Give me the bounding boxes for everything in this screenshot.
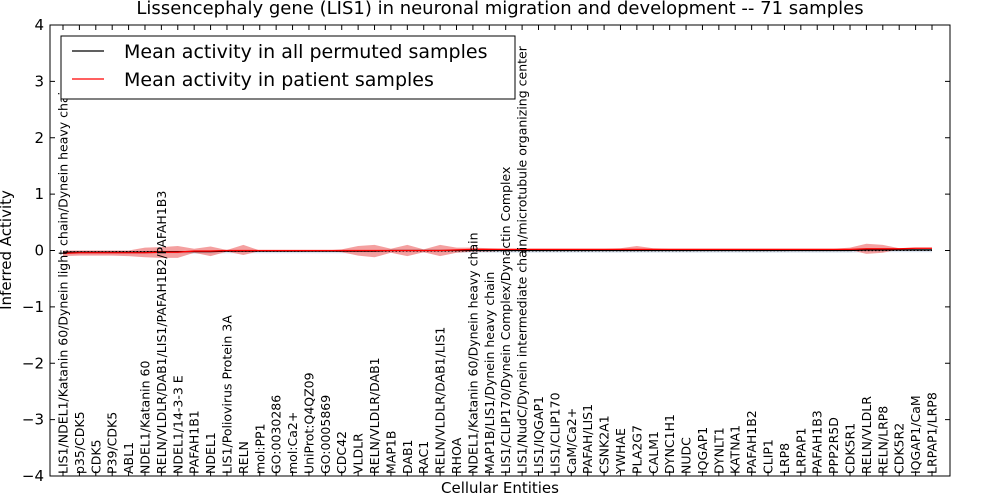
- x-category-label: IQGAP1: [695, 427, 710, 474]
- y-tick-label: −3: [22, 411, 44, 429]
- x-category-label: CSNK2A1: [597, 415, 612, 474]
- x-category-label: RELN/LRP8: [875, 406, 890, 474]
- x-category-label: CALM1: [646, 431, 661, 474]
- x-category-label: CLIP1: [761, 439, 776, 474]
- y-tick-label: 4: [34, 16, 44, 34]
- x-category-label: MAP1B/LIS1/Dynein heavy chain: [482, 272, 497, 474]
- x-category-label: DYNC1H1: [662, 414, 677, 474]
- x-category-label: CDK5R2: [892, 423, 907, 474]
- x-category-label: RHOA: [449, 437, 464, 474]
- x-category-label: YWHAE: [613, 428, 628, 475]
- x-category-label: mol:Ca2+: [285, 412, 300, 474]
- x-category-label: ABL1: [121, 442, 136, 474]
- x-axis: [62, 25, 933, 476]
- x-tick-labels: LIS1/NDEL1/Katanin 60/Dynein light chain…: [56, 45, 940, 475]
- x-category-label: CDC42: [334, 431, 349, 474]
- x-category-label: LRPAP1: [793, 428, 808, 474]
- x-category-label: GO:0005869: [318, 395, 333, 474]
- x-category-label: KATNA1: [728, 425, 743, 474]
- x-category-label: p35/CDK5: [72, 411, 87, 474]
- x-category-label: DYNLT1: [711, 427, 726, 474]
- x-category-label: CDK5: [88, 439, 103, 474]
- x-category-label: P39/CDK5: [105, 412, 120, 474]
- x-category-label: CaM/Ca2+: [564, 408, 579, 474]
- x-category-label: IQGAP1/CaM: [908, 395, 923, 474]
- x-category-label: NDEL1/Katanin 60: [137, 361, 152, 474]
- y-tick-label: −2: [22, 354, 44, 372]
- x-category-label: VLDLR: [351, 433, 366, 474]
- x-category-label: RELN/VLDLR/DAB1: [367, 357, 382, 474]
- x-category-label: NDEL1/14-3-3 E: [170, 375, 185, 474]
- legend-label-patient: Mean activity in patient samples: [124, 69, 434, 91]
- x-category-label: LIS1/NDEL1/Katanin 60/Dynein light chain…: [56, 84, 71, 474]
- x-category-label: NDEL1/Katanin 60/Dynein heavy chain: [465, 232, 480, 474]
- x-category-label: CDK5R1: [843, 423, 858, 474]
- x-category-label: NUDC: [679, 437, 694, 474]
- x-category-label: PAFAH/LIS1: [580, 404, 595, 474]
- x-category-label: RELN/VLDLR: [859, 396, 874, 474]
- y-tick-label: 1: [34, 185, 44, 203]
- x-category-label: DAB1: [400, 440, 415, 475]
- x-category-label: GO:0030286: [269, 395, 284, 474]
- x-category-label: mol:PP1: [252, 423, 267, 474]
- series-line-patient: [62, 247, 932, 254]
- x-category-label: UniProt:Q4QZ09: [301, 372, 316, 474]
- x-category-label: LRPAP1/LRP8: [925, 392, 940, 474]
- chart-title: Lissencephaly gene (LIS1) in neuronal mi…: [136, 0, 863, 19]
- legend-box: [60, 35, 516, 100]
- x-category-label: MAP1B: [383, 431, 398, 474]
- x-category-label: LIS1/Poliovirus Protein 3A: [219, 315, 234, 474]
- x-category-label: NDEL1: [203, 432, 218, 474]
- x-category-label: PAFAH1B2: [744, 410, 759, 474]
- x-category-label: RAC1: [416, 441, 431, 474]
- y-axis-label: Inferred Activity: [0, 190, 15, 310]
- x-category-label: LRP8: [777, 443, 792, 474]
- legend: Mean activity in all permuted samples Me…: [60, 35, 516, 100]
- x-category-label: PPP2R5D: [826, 417, 841, 474]
- y-tick-label: 0: [34, 242, 44, 260]
- y-tick-label: 2: [34, 129, 44, 147]
- x-axis-label: Cellular Entities: [441, 479, 559, 497]
- x-category-label: RELN/VLDLR/DAB1/LIS1: [433, 327, 448, 474]
- y-axis: 4 3 2 1 0 −1 −2 −3 −4: [22, 16, 950, 485]
- y-tick-label: −1: [22, 298, 44, 316]
- x-category-label: LIS1/CLIP170: [547, 392, 562, 474]
- x-category-label: LIS1/IQGAP1: [531, 396, 546, 474]
- y-tick-label: −4: [22, 467, 44, 485]
- x-category-label: RELN: [236, 441, 251, 474]
- x-category-label: RELN/VLDLR/DAB1/LIS1/PAFAH1B2/PAFAH1B3: [154, 191, 169, 474]
- x-category-label: LIS1/NudC/Dynein intermediate chain/micr…: [515, 45, 530, 474]
- series-lines: [62, 247, 933, 254]
- x-category-label: LIS1/CLIP170/Dynein Complex/Dynactin Com…: [498, 167, 513, 474]
- x-category-label: PAFAH1B3: [810, 410, 825, 474]
- x-category-label: PLA2G7: [629, 425, 644, 474]
- legend-label-permuted: Mean activity in all permuted samples: [124, 41, 487, 63]
- x-category-label: PAFAH1B1: [187, 410, 202, 474]
- y-tick-label: 3: [34, 72, 44, 90]
